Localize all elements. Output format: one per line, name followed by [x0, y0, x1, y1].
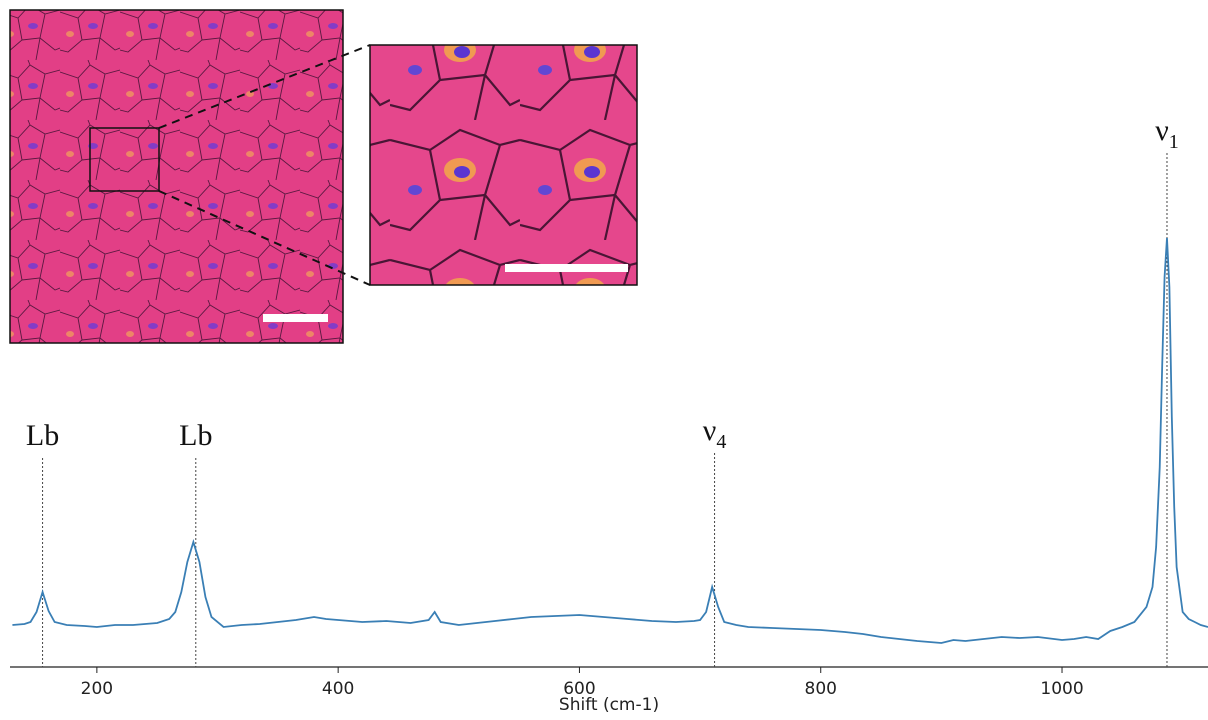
- scale-bar: [263, 314, 328, 322]
- micrograph: [9, 9, 344, 344]
- x-tick-label: 600: [563, 679, 595, 699]
- x-tick-label: 200: [81, 679, 113, 699]
- x-axis-label: Shift (cm-1): [559, 695, 659, 715]
- zoom-box: [89, 127, 160, 192]
- spectrum-line: [12, 237, 1208, 644]
- scale-bar: [505, 264, 628, 272]
- x-tick-label: 800: [805, 679, 837, 699]
- peak-label: Lb: [26, 419, 59, 452]
- peak-label: ν1: [1155, 114, 1179, 153]
- peak-label-sub: 4: [716, 431, 726, 453]
- peak-label-text: Lb: [179, 419, 212, 452]
- peak-label-text: Lb: [26, 419, 59, 452]
- zoom-line: [158, 190, 371, 286]
- peak-label-sub: 1: [1169, 131, 1179, 153]
- micrograph-inset: [369, 44, 638, 286]
- peak-label: Lb: [179, 419, 212, 452]
- peak-label-text: ν: [703, 414, 717, 447]
- zoom-line: [158, 44, 371, 129]
- peak-label: ν4: [703, 414, 727, 453]
- x-tick-label: 1000: [1040, 679, 1083, 699]
- peak-label-text: ν: [1155, 114, 1169, 147]
- x-tick-label: 400: [322, 679, 354, 699]
